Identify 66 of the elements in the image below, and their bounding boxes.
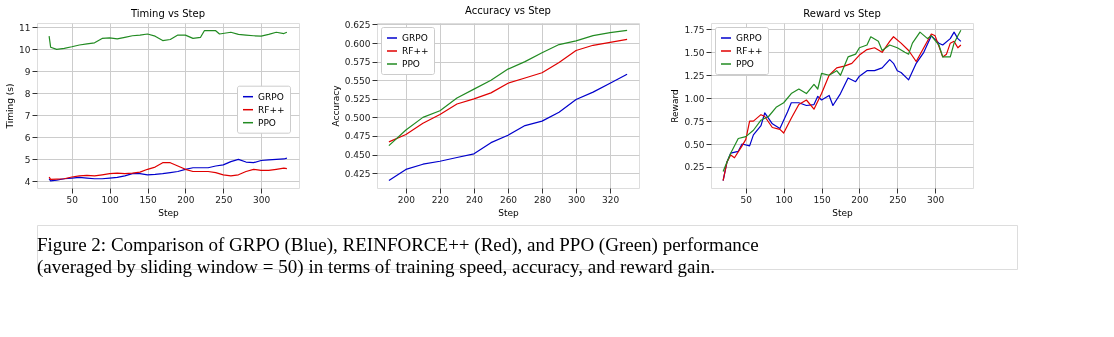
x-tick-label: 200 (397, 194, 416, 205)
chart-title: Reward vs Step (803, 8, 881, 19)
x-axis-title: Step (158, 207, 180, 218)
y-tick-label: 0.525 (344, 94, 371, 105)
y-tick-label: 7 (24, 110, 31, 121)
y-tick-label: 4 (24, 176, 31, 187)
x-tick-label: 200 (177, 194, 195, 205)
y-tick-label: 0.550 (344, 75, 371, 86)
x-tick-label: 50 (740, 194, 753, 205)
y-tick-label: 0.425 (344, 168, 371, 179)
chart-title: Timing vs Step (129, 8, 206, 19)
x-tick-label: 100 (775, 194, 794, 205)
legend-label: RF++ (402, 46, 429, 56)
y-tick-label: 0.75 (684, 116, 705, 127)
y-tick-label: 0.625 (344, 19, 371, 30)
y-tick-label: 0.25 (684, 162, 705, 173)
legend-label: GRPO (402, 33, 428, 43)
x-axis-title: Step (832, 207, 854, 218)
line-series (48, 157, 288, 182)
line-series (388, 73, 628, 182)
y-tick-label: 1.50 (684, 47, 705, 58)
x-tick-label: 150 (139, 194, 157, 205)
y-axis-title: Timing (s) (5, 83, 16, 130)
legend-label: GRPO (258, 91, 284, 102)
y-tick-label: 8 (24, 88, 31, 99)
chart-title: Accuracy vs Step (465, 5, 551, 17)
y-tick-label: 0.450 (344, 150, 371, 161)
x-tick-label: 250 (889, 194, 907, 205)
line-series (48, 30, 288, 50)
y-tick-label: 0.500 (344, 112, 371, 123)
x-tick-label: 200 (851, 194, 869, 205)
caption: Figure 2: Comparison of GRPO (Blue), REINFORCE++ (Red), and PPO (Green) performance (averaged by sliding window = 50) in terms of training speed, accuracy, and reward gain. (37, 234, 759, 278)
x-axis-title: Step (498, 207, 520, 218)
x-tick-label: 300 (253, 194, 271, 205)
x-tick-label: 50 (66, 194, 79, 205)
y-axis-title: Reward (670, 89, 681, 123)
x-tick-label: 320 (601, 194, 620, 205)
y-tick-label: 0.600 (344, 38, 371, 49)
y-tick-label: 11 (19, 22, 31, 33)
legend-label: RF++ (258, 104, 285, 115)
x-tick-label: 250 (215, 194, 233, 205)
x-tick-label: 300 (927, 194, 945, 205)
x-tick-label: 220 (431, 194, 450, 205)
y-tick-label: 0.50 (684, 139, 705, 150)
y-tick-label: 5 (24, 154, 31, 165)
legend-label: GRPO (736, 33, 762, 43)
y-tick-label: 0.575 (344, 57, 371, 68)
legend-label: PPO (258, 117, 276, 128)
legend-label: RF++ (736, 46, 763, 56)
x-tick-label: 280 (533, 194, 552, 205)
line-series (48, 162, 288, 181)
y-axis-title: Accuracy (330, 84, 341, 127)
x-tick-label: 100 (101, 194, 120, 205)
x-tick-label: 260 (499, 194, 518, 205)
legend-label: PPO (402, 59, 420, 69)
x-tick-label: 150 (813, 194, 831, 205)
y-tick-label: 1.75 (684, 24, 705, 35)
x-tick-label: 300 (567, 194, 586, 205)
y-tick-label: 10 (19, 44, 31, 55)
x-tick-label: 240 (465, 194, 484, 205)
legend-label: PPO (736, 59, 754, 69)
y-tick-label: 0.475 (344, 131, 371, 142)
y-tick-label: 6 (24, 132, 31, 143)
y-tick-label: 9 (24, 66, 31, 77)
y-tick-label: 1.25 (684, 70, 705, 81)
y-tick-label: 1.00 (684, 93, 705, 104)
